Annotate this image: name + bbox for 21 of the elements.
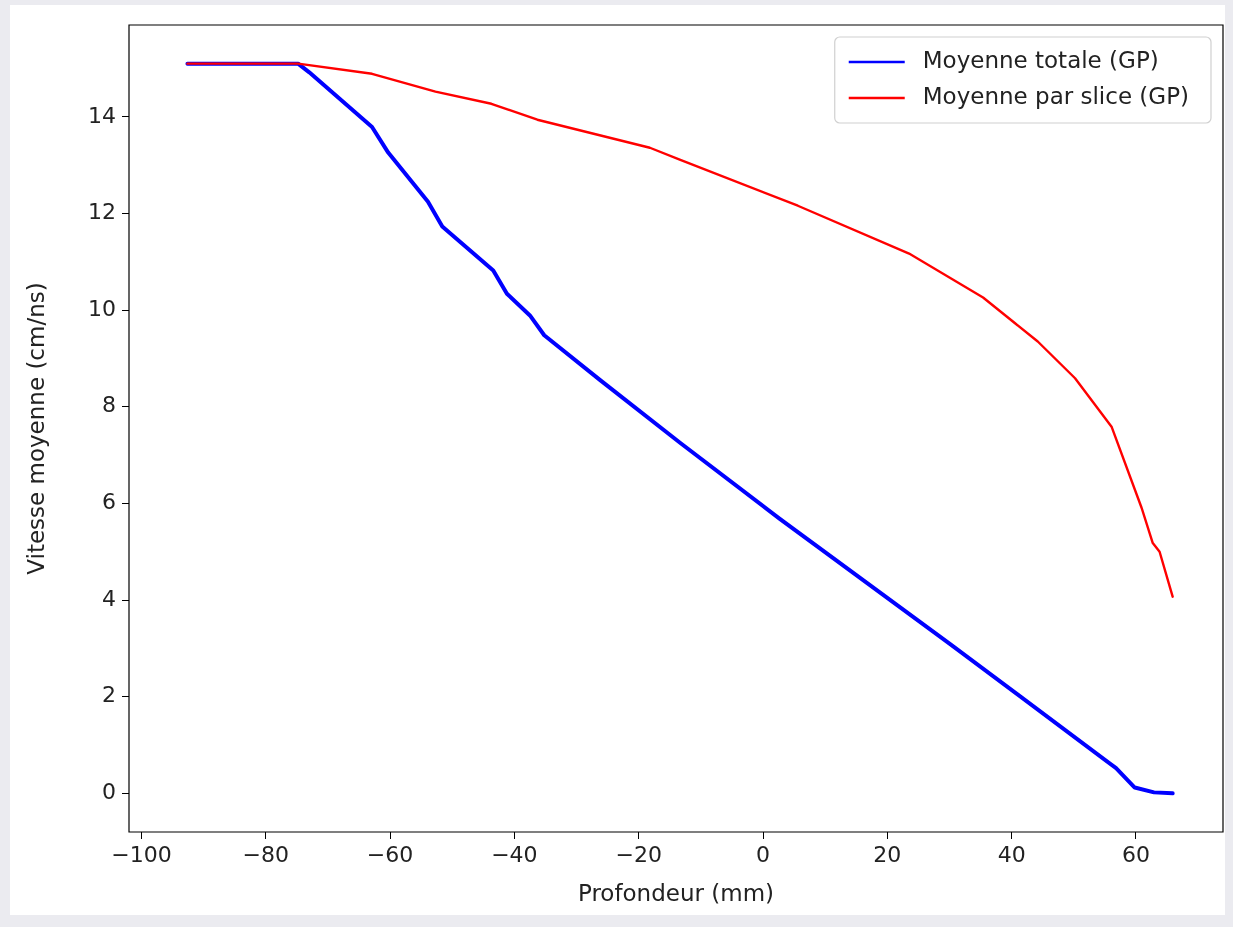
legend-label: Moyenne totale (GP) [922, 46, 1159, 73]
x-tick-label: 40 [997, 841, 1026, 867]
y-tick-label: 12 [88, 199, 116, 225]
y-tick-label: 6 [102, 489, 116, 515]
y-axis-title: Vitesse moyenne (cm/ns) [22, 282, 49, 575]
x-tick-label: −80 [242, 841, 289, 867]
legend-label: Moyenne par slice (GP) [922, 82, 1189, 109]
y-tick-label: 10 [88, 295, 116, 321]
y-tick-label: 8 [102, 392, 116, 418]
y-tick-label: 14 [88, 102, 116, 128]
y-tick-label: 0 [102, 779, 116, 805]
x-tick-label: −40 [491, 841, 538, 867]
y-tick-label: 4 [102, 585, 116, 611]
x-tick-label: −60 [366, 841, 414, 867]
x-tick-label: 0 [756, 841, 771, 867]
x-axis-title: Profondeur (mm) [577, 880, 775, 907]
x-tick-label: −20 [615, 841, 662, 867]
y-tick-label: 2 [102, 682, 116, 708]
x-tick-label: 20 [873, 841, 902, 867]
x-tick-label: 60 [1121, 841, 1150, 867]
x-tick-label: −100 [111, 841, 172, 867]
